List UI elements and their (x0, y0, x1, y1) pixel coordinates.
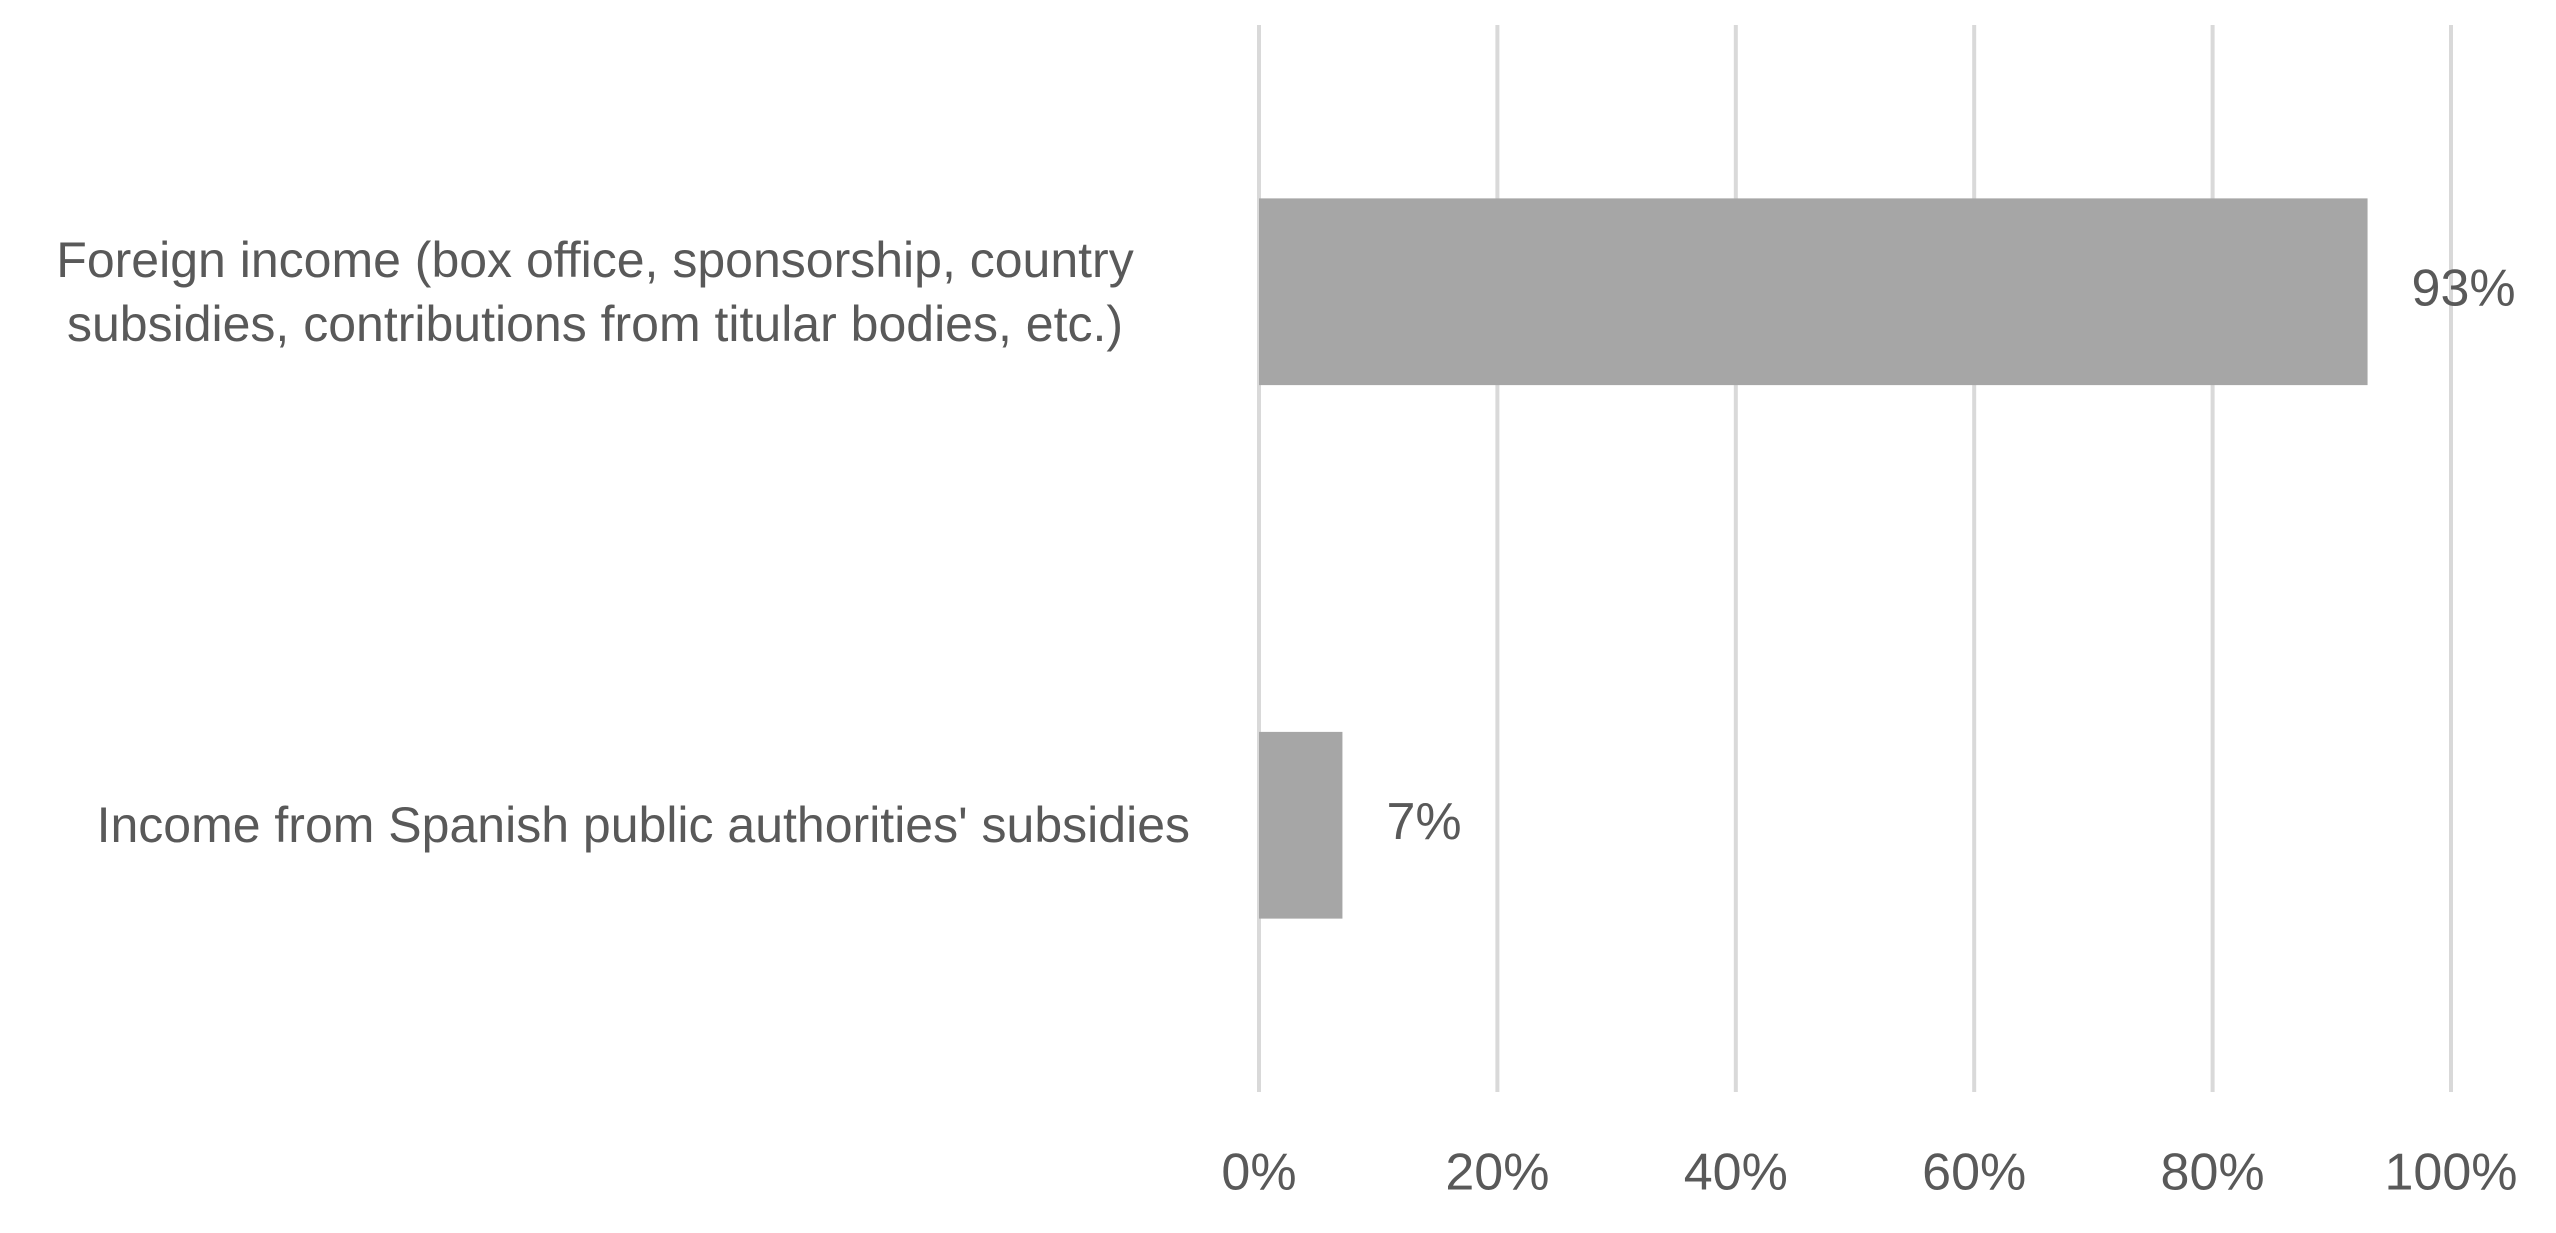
x-tick-label: 20% (1445, 1144, 1549, 1202)
value-label: 7% (1386, 793, 1461, 851)
x-tick-label: 60% (1922, 1144, 2026, 1202)
value-label: 93% (2412, 259, 2516, 317)
y-tick-label: Income from Spanish public authorities' … (96, 797, 1190, 854)
x-tick-label: 0% (1221, 1144, 1296, 1202)
bar (1259, 731, 1343, 919)
x-tick-label: 100% (2385, 1144, 2518, 1202)
x-tick-label: 40% (1684, 1144, 1788, 1202)
y-tick-label: Foreign income (box office, sponsorship,… (56, 231, 1134, 352)
x-tick-label: 80% (2161, 1144, 2265, 1202)
bar (1259, 198, 2368, 386)
